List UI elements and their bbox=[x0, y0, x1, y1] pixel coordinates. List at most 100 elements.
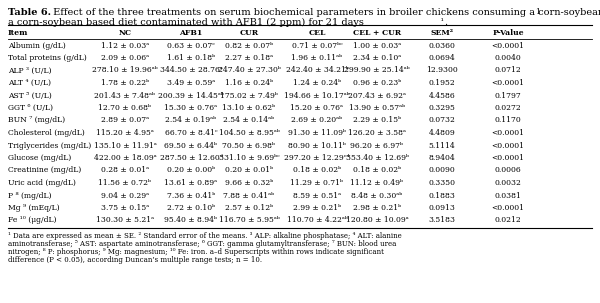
Text: 0.0040: 0.0040 bbox=[494, 54, 521, 62]
Text: 0.1170: 0.1170 bbox=[494, 116, 521, 125]
Text: 12.70 ± 0.68ᵇ: 12.70 ± 0.68ᵇ bbox=[98, 104, 151, 112]
Text: 11.29 ± 0.71ᵇ: 11.29 ± 0.71ᵇ bbox=[290, 179, 343, 187]
Text: 120.80 ± 10.09ᵃ: 120.80 ± 10.09ᵃ bbox=[346, 217, 409, 225]
Text: 0.18 ± 0.02ᵇ: 0.18 ± 0.02ᵇ bbox=[353, 167, 401, 175]
Text: 135.10 ± 11.91ᵃ: 135.10 ± 11.91ᵃ bbox=[94, 142, 157, 149]
Text: 126.20 ± 3.58ᵃ: 126.20 ± 3.58ᵃ bbox=[348, 129, 406, 137]
Text: <0.0001: <0.0001 bbox=[491, 42, 524, 49]
Text: NC: NC bbox=[119, 29, 131, 37]
Text: GGT ⁶ (U/L): GGT ⁶ (U/L) bbox=[8, 104, 53, 112]
Text: SEM²: SEM² bbox=[430, 29, 454, 37]
Text: <0.0001: <0.0001 bbox=[491, 129, 524, 137]
Text: 0.0360: 0.0360 bbox=[428, 42, 455, 49]
Text: P ⁸ (mg/dL): P ⁸ (mg/dL) bbox=[8, 191, 52, 199]
Text: 70.50 ± 6.98ᵇ: 70.50 ± 6.98ᵇ bbox=[223, 142, 275, 149]
Text: 104.50 ± 8.95ᵃᵇ: 104.50 ± 8.95ᵃᵇ bbox=[218, 129, 280, 137]
Text: 0.3350: 0.3350 bbox=[428, 179, 455, 187]
Text: 3.5183: 3.5183 bbox=[428, 217, 455, 225]
Text: 242.40 ± 34.21ᵇ: 242.40 ± 34.21ᵇ bbox=[286, 66, 349, 75]
Text: 8.48 ± 0.30ᵃᵇ: 8.48 ± 0.30ᵃᵇ bbox=[352, 191, 403, 199]
Text: Item: Item bbox=[8, 29, 28, 37]
Text: AST ⁵ (U/L): AST ⁵ (U/L) bbox=[8, 92, 52, 99]
Text: 2.57 ± 0.12ᵇ: 2.57 ± 0.12ᵇ bbox=[225, 204, 273, 212]
Text: 2.99 ± 0.21ᵇ: 2.99 ± 0.21ᵇ bbox=[293, 204, 341, 212]
Text: 8.9404: 8.9404 bbox=[428, 154, 455, 162]
Text: 7.36 ± 0.41ᵇ: 7.36 ± 0.41ᵇ bbox=[167, 191, 215, 199]
Text: 2.89 ± 0.07ᵃ: 2.89 ± 0.07ᵃ bbox=[101, 116, 149, 125]
Text: 200.39 ± 14.45ᵃᵇ: 200.39 ± 14.45ᵃᵇ bbox=[158, 92, 224, 99]
Text: 194.66 ± 10.17ᵃᵇ: 194.66 ± 10.17ᵃᵇ bbox=[284, 92, 350, 99]
Text: 2.27 ± 0.18ᵃ: 2.27 ± 0.18ᵃ bbox=[225, 54, 273, 62]
Text: 0.0032: 0.0032 bbox=[494, 179, 521, 187]
Text: 297.20 ± 12.29ᶜᵈ: 297.20 ± 12.29ᶜᵈ bbox=[284, 154, 350, 162]
Text: Effect of the three treatments on serum biochemical parameters in broiler chicke: Effect of the three treatments on serum … bbox=[50, 8, 600, 17]
Text: 2.54 ± 0.14ᵃᵇ: 2.54 ± 0.14ᵃᵇ bbox=[223, 116, 275, 125]
Text: 2.34 ± 0.10ᵃ: 2.34 ± 0.10ᵃ bbox=[353, 54, 401, 62]
Text: 1.00 ± 0.03ᵃ: 1.00 ± 0.03ᵃ bbox=[353, 42, 401, 49]
Text: 0.0732: 0.0732 bbox=[428, 116, 455, 125]
Text: a corn-soybean based diet contaminated with AFB1 (2 ppm) for 21 days: a corn-soybean based diet contaminated w… bbox=[8, 18, 364, 27]
Text: 9.04 ± 0.29ᵃ: 9.04 ± 0.29ᵃ bbox=[101, 191, 149, 199]
Text: 0.0272: 0.0272 bbox=[494, 104, 521, 112]
Text: 96.20 ± 6.97ᵇ: 96.20 ± 6.97ᵇ bbox=[350, 142, 404, 149]
Text: 0.0712: 0.0712 bbox=[494, 66, 521, 75]
Text: 115.20 ± 4.95ᵃ: 115.20 ± 4.95ᵃ bbox=[96, 129, 154, 137]
Text: Mg ⁹ (mEq/L): Mg ⁹ (mEq/L) bbox=[8, 204, 59, 212]
Text: 422.00 ± 18.09ᵃ: 422.00 ± 18.09ᵃ bbox=[94, 154, 157, 162]
Text: 15.30 ± 0.76ᵃ: 15.30 ± 0.76ᵃ bbox=[164, 104, 218, 112]
Text: AFB1: AFB1 bbox=[179, 29, 203, 37]
Text: <0.0001: <0.0001 bbox=[491, 204, 524, 212]
Text: 11.56 ± 0.72ᵇ: 11.56 ± 0.72ᵇ bbox=[98, 179, 151, 187]
Text: 2.72 ± 0.10ᵇ: 2.72 ± 0.10ᵇ bbox=[167, 204, 215, 212]
Text: 116.70 ± 5.95ᵃᵇ: 116.70 ± 5.95ᵃᵇ bbox=[218, 217, 280, 225]
Text: 0.1797: 0.1797 bbox=[494, 92, 521, 99]
Text: 2.09 ± 0.06ᵃ: 2.09 ± 0.06ᵃ bbox=[101, 54, 149, 62]
Text: 8.59 ± 0.51ᵃ: 8.59 ± 0.51ᵃ bbox=[293, 191, 341, 199]
Text: 11.12 ± 0.49ᵇ: 11.12 ± 0.49ᵇ bbox=[350, 179, 404, 187]
Text: Triglycerides (mg/dL): Triglycerides (mg/dL) bbox=[8, 142, 91, 149]
Text: Glucose (mg/dL): Glucose (mg/dL) bbox=[8, 154, 71, 162]
Text: 15.20 ± 0.76ᵃ: 15.20 ± 0.76ᵃ bbox=[290, 104, 343, 112]
Text: 0.0381: 0.0381 bbox=[494, 191, 521, 199]
Text: 1.61 ± 0.18ᵇ: 1.61 ± 0.18ᵇ bbox=[167, 54, 215, 62]
Text: 287.50 ± 12.60ᵈ: 287.50 ± 12.60ᵈ bbox=[160, 154, 223, 162]
Text: .: . bbox=[444, 18, 447, 27]
Text: 0.71 ± 0.07ᵇᶜ: 0.71 ± 0.07ᵇᶜ bbox=[292, 42, 343, 49]
Text: <0.0001: <0.0001 bbox=[491, 79, 524, 87]
Text: 2.54 ± 0.19ᵃᵇ: 2.54 ± 0.19ᵃᵇ bbox=[166, 116, 217, 125]
Text: 2.98 ± 0.21ᵇ: 2.98 ± 0.21ᵇ bbox=[353, 204, 401, 212]
Text: Total proteins (g/dL): Total proteins (g/dL) bbox=[8, 54, 87, 62]
Text: 12.9300: 12.9300 bbox=[426, 66, 458, 75]
Text: difference (P < 0.05), according Duncan’s multiple range tests; n = 10.: difference (P < 0.05), according Duncan’… bbox=[8, 256, 262, 264]
Text: <0.0001: <0.0001 bbox=[491, 142, 524, 149]
Text: 80.90 ± 10.11ᵇ: 80.90 ± 10.11ᵇ bbox=[288, 142, 346, 149]
Text: P-Value: P-Value bbox=[492, 29, 524, 37]
Text: Creatinine (mg/dL): Creatinine (mg/dL) bbox=[8, 167, 81, 175]
Text: 299.90 ± 25.14ᵃᵇ: 299.90 ± 25.14ᵃᵇ bbox=[344, 66, 410, 75]
Text: 0.63 ± 0.07ᶜ: 0.63 ± 0.07ᶜ bbox=[167, 42, 215, 49]
Text: 1.12 ± 0.03ᵃ: 1.12 ± 0.03ᵃ bbox=[101, 42, 149, 49]
Text: 13.61 ± 0.89ᵃ: 13.61 ± 0.89ᵃ bbox=[164, 179, 218, 187]
Text: Cholesterol (mg/dL): Cholesterol (mg/dL) bbox=[8, 129, 85, 137]
Text: 278.10 ± 19.96ᵃᵇ: 278.10 ± 19.96ᵃᵇ bbox=[92, 66, 158, 75]
Text: Fe ¹⁰ (μg/dL): Fe ¹⁰ (μg/dL) bbox=[8, 217, 56, 225]
Text: 4.4809: 4.4809 bbox=[428, 129, 455, 137]
Text: aminotransferase; ⁵ AST: aspartate aminotransferase; ⁶ GGT: gamma glutamyltransf: aminotransferase; ⁵ AST: aspartate amino… bbox=[8, 240, 397, 248]
Text: 3.75 ± 0.15ᵃ: 3.75 ± 0.15ᵃ bbox=[101, 204, 149, 212]
Text: 1.16 ± 0.24ᵇ: 1.16 ± 0.24ᵇ bbox=[225, 79, 273, 87]
Text: 91.30 ± 11.09ᵇ: 91.30 ± 11.09ᵇ bbox=[288, 129, 346, 137]
Text: 247.40 ± 27.30ᵇ: 247.40 ± 27.30ᵇ bbox=[218, 66, 280, 75]
Text: Uric acid (mg/dL): Uric acid (mg/dL) bbox=[8, 179, 76, 187]
Text: 0.20 ± 0.00ᵇ: 0.20 ± 0.00ᵇ bbox=[167, 167, 215, 175]
Text: 0.3295: 0.3295 bbox=[428, 104, 455, 112]
Text: nitrogen; ⁸ P: phosphorus; ⁹ Mg: magnesium; ¹⁰ Fe: iron. a–d Superscripts within: nitrogen; ⁸ P: phosphorus; ⁹ Mg: magnesi… bbox=[8, 248, 384, 256]
Text: 0.0090: 0.0090 bbox=[428, 167, 455, 175]
Text: ¹: ¹ bbox=[438, 18, 444, 26]
Text: 1.24 ± 0.24ᵇ: 1.24 ± 0.24ᵇ bbox=[293, 79, 341, 87]
Text: ALT ⁴ (U/L): ALT ⁴ (U/L) bbox=[8, 79, 51, 87]
Text: 9.66 ± 0.32ᵇ: 9.66 ± 0.32ᵇ bbox=[225, 179, 273, 187]
Text: 0.0006: 0.0006 bbox=[494, 167, 521, 175]
Text: 1.96 ± 0.11ᵃᵇ: 1.96 ± 0.11ᵃᵇ bbox=[292, 54, 343, 62]
Text: 0.0694: 0.0694 bbox=[428, 54, 455, 62]
Text: 0.0212: 0.0212 bbox=[494, 217, 521, 225]
